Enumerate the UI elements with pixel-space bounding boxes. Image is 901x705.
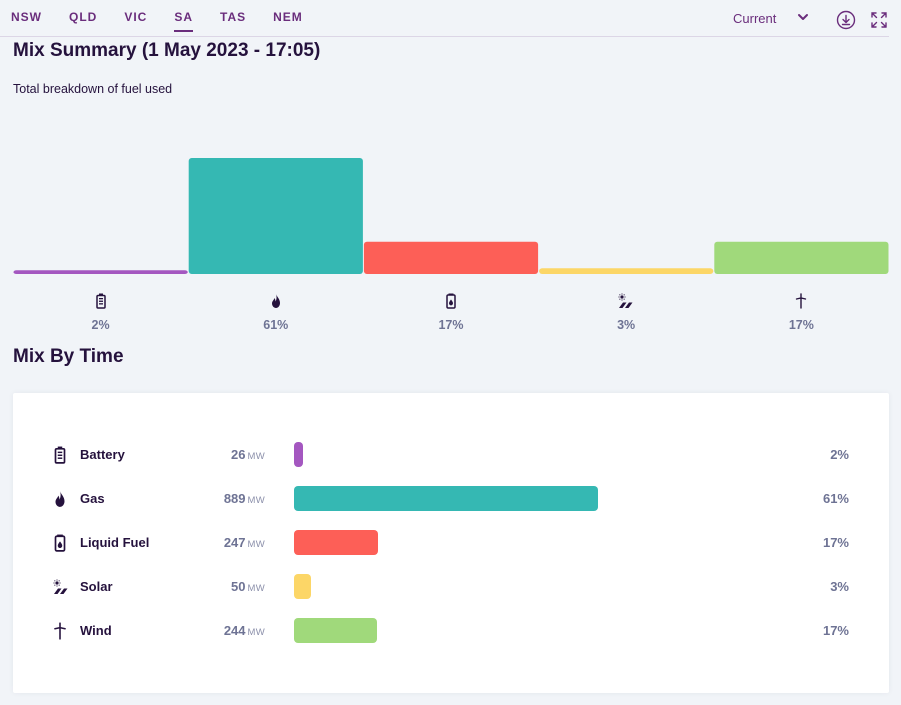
top-bar: NSW QLD VIC SA TAS NEM Current bbox=[0, 0, 889, 37]
fuel-mw-unit: MW bbox=[247, 495, 265, 506]
summary-bar-gas bbox=[188, 158, 363, 274]
fuel-mw-value: 50 bbox=[231, 579, 246, 594]
region-tabs: NSW QLD VIC SA TAS NEM bbox=[11, 10, 330, 32]
fuel-mw-value: 26 bbox=[231, 447, 246, 462]
fuel-name: Wind bbox=[80, 623, 112, 638]
summary-pct-solar: 3% bbox=[617, 318, 636, 332]
chart-subtitle: Total breakdown of fuel used bbox=[13, 82, 173, 96]
summary-bar-solar bbox=[539, 268, 714, 274]
fuel-name: Gas bbox=[80, 491, 105, 506]
chevron-down-icon[interactable] bbox=[796, 10, 810, 24]
summary-col-wind: 17% bbox=[714, 293, 889, 332]
section-title-mix-by-time: Mix By Time bbox=[13, 346, 124, 367]
fuel-bar bbox=[294, 442, 303, 467]
fuel-mw: 244 MW bbox=[224, 623, 265, 638]
fuel-mw: 26 MW bbox=[231, 447, 265, 462]
summary-legend: 2% 61% 17% 3% 17% bbox=[13, 293, 889, 332]
fuel-mw-value: 889 bbox=[223, 491, 246, 506]
fuel-bar bbox=[294, 486, 598, 511]
fuel-mw-unit: MW bbox=[247, 627, 265, 638]
flame-icon bbox=[271, 294, 280, 308]
fuel-bar bbox=[294, 618, 378, 643]
fuel-mw-unit: MW bbox=[247, 539, 265, 550]
mix-row-solar: Solar 50 MW 3% bbox=[13, 574, 889, 600]
tab-vic[interactable]: VIC bbox=[124, 10, 148, 24]
fuel-pct: 2% bbox=[830, 447, 849, 462]
fuel-pct: 17% bbox=[822, 623, 849, 638]
fuel-pct: 61% bbox=[822, 491, 849, 506]
solar-panel-icon bbox=[53, 579, 68, 594]
fuel-pct: 17% bbox=[822, 535, 849, 550]
fuel-mw-value: 244 bbox=[223, 623, 246, 638]
tab-tas[interactable]: TAS bbox=[220, 10, 247, 24]
wind-turbine-icon bbox=[796, 293, 807, 309]
fuel-pct: 3% bbox=[830, 579, 849, 594]
tab-nem[interactable]: NEM bbox=[273, 10, 303, 24]
fuel-name: Liquid Fuel bbox=[80, 535, 150, 550]
fuel-name: Battery bbox=[80, 447, 125, 462]
fuel-mw: 50 MW bbox=[231, 579, 265, 594]
download-icon[interactable] bbox=[836, 10, 856, 30]
flame-icon bbox=[55, 491, 65, 507]
fuel-bar bbox=[294, 574, 312, 599]
summary-col-gas: 61% bbox=[188, 293, 363, 332]
mix-row-battery: Battery 26 MW 2% bbox=[13, 442, 889, 468]
summary-pct-liquid-fuel: 17% bbox=[438, 318, 464, 332]
fuel-mw: 247 MW bbox=[224, 535, 265, 550]
mix-row-liquid-fuel: Liquid Fuel 247 MW 17% bbox=[13, 530, 889, 556]
summary-bar-battery bbox=[13, 270, 188, 274]
summary-col-battery: 2% bbox=[13, 293, 188, 332]
summary-col-liquid-fuel: 17% bbox=[363, 293, 538, 332]
fuel-mw-value: 247 bbox=[223, 535, 246, 550]
tab-nsw[interactable]: NSW bbox=[11, 10, 42, 24]
wind-turbine-icon bbox=[54, 622, 66, 640]
summary-pct-gas: 61% bbox=[263, 318, 289, 332]
mix-row-wind: Wind 244 MW 17% bbox=[13, 618, 889, 644]
summary-bar-wind bbox=[714, 241, 889, 274]
summary-pct-battery: 2% bbox=[91, 318, 110, 332]
summary-col-solar: 3% bbox=[539, 293, 714, 332]
summary-bar-liquid-fuel bbox=[363, 241, 539, 274]
period-select[interactable]: Current bbox=[733, 11, 777, 26]
mix-row-gas: Gas 889 MW 61% bbox=[13, 486, 889, 512]
fuel-name: Solar bbox=[80, 579, 113, 594]
tab-sa[interactable]: SA bbox=[174, 10, 193, 32]
tab-qld[interactable]: QLD bbox=[69, 10, 98, 24]
fullscreen-icon[interactable] bbox=[870, 11, 888, 29]
fuel-mw-unit: MW bbox=[247, 583, 265, 594]
fuel-mw-unit: MW bbox=[247, 451, 265, 462]
mix-summary-chart bbox=[13, 158, 889, 274]
fuel-mw: 889 MW bbox=[224, 491, 265, 506]
fuel-can-icon bbox=[54, 534, 66, 552]
page-title: Mix Summary (1 May 2023 - 17:05) bbox=[13, 40, 321, 61]
fuel-can-icon bbox=[446, 293, 456, 309]
mix-by-time-card: Battery 26 MW 2% Gas 889 MW 61% Liquid Fue… bbox=[13, 393, 889, 693]
battery-icon bbox=[54, 446, 66, 464]
battery-icon bbox=[95, 293, 106, 309]
summary-pct-wind: 17% bbox=[788, 318, 814, 332]
fuel-bar bbox=[294, 530, 379, 555]
solar-panel-icon bbox=[618, 293, 633, 308]
